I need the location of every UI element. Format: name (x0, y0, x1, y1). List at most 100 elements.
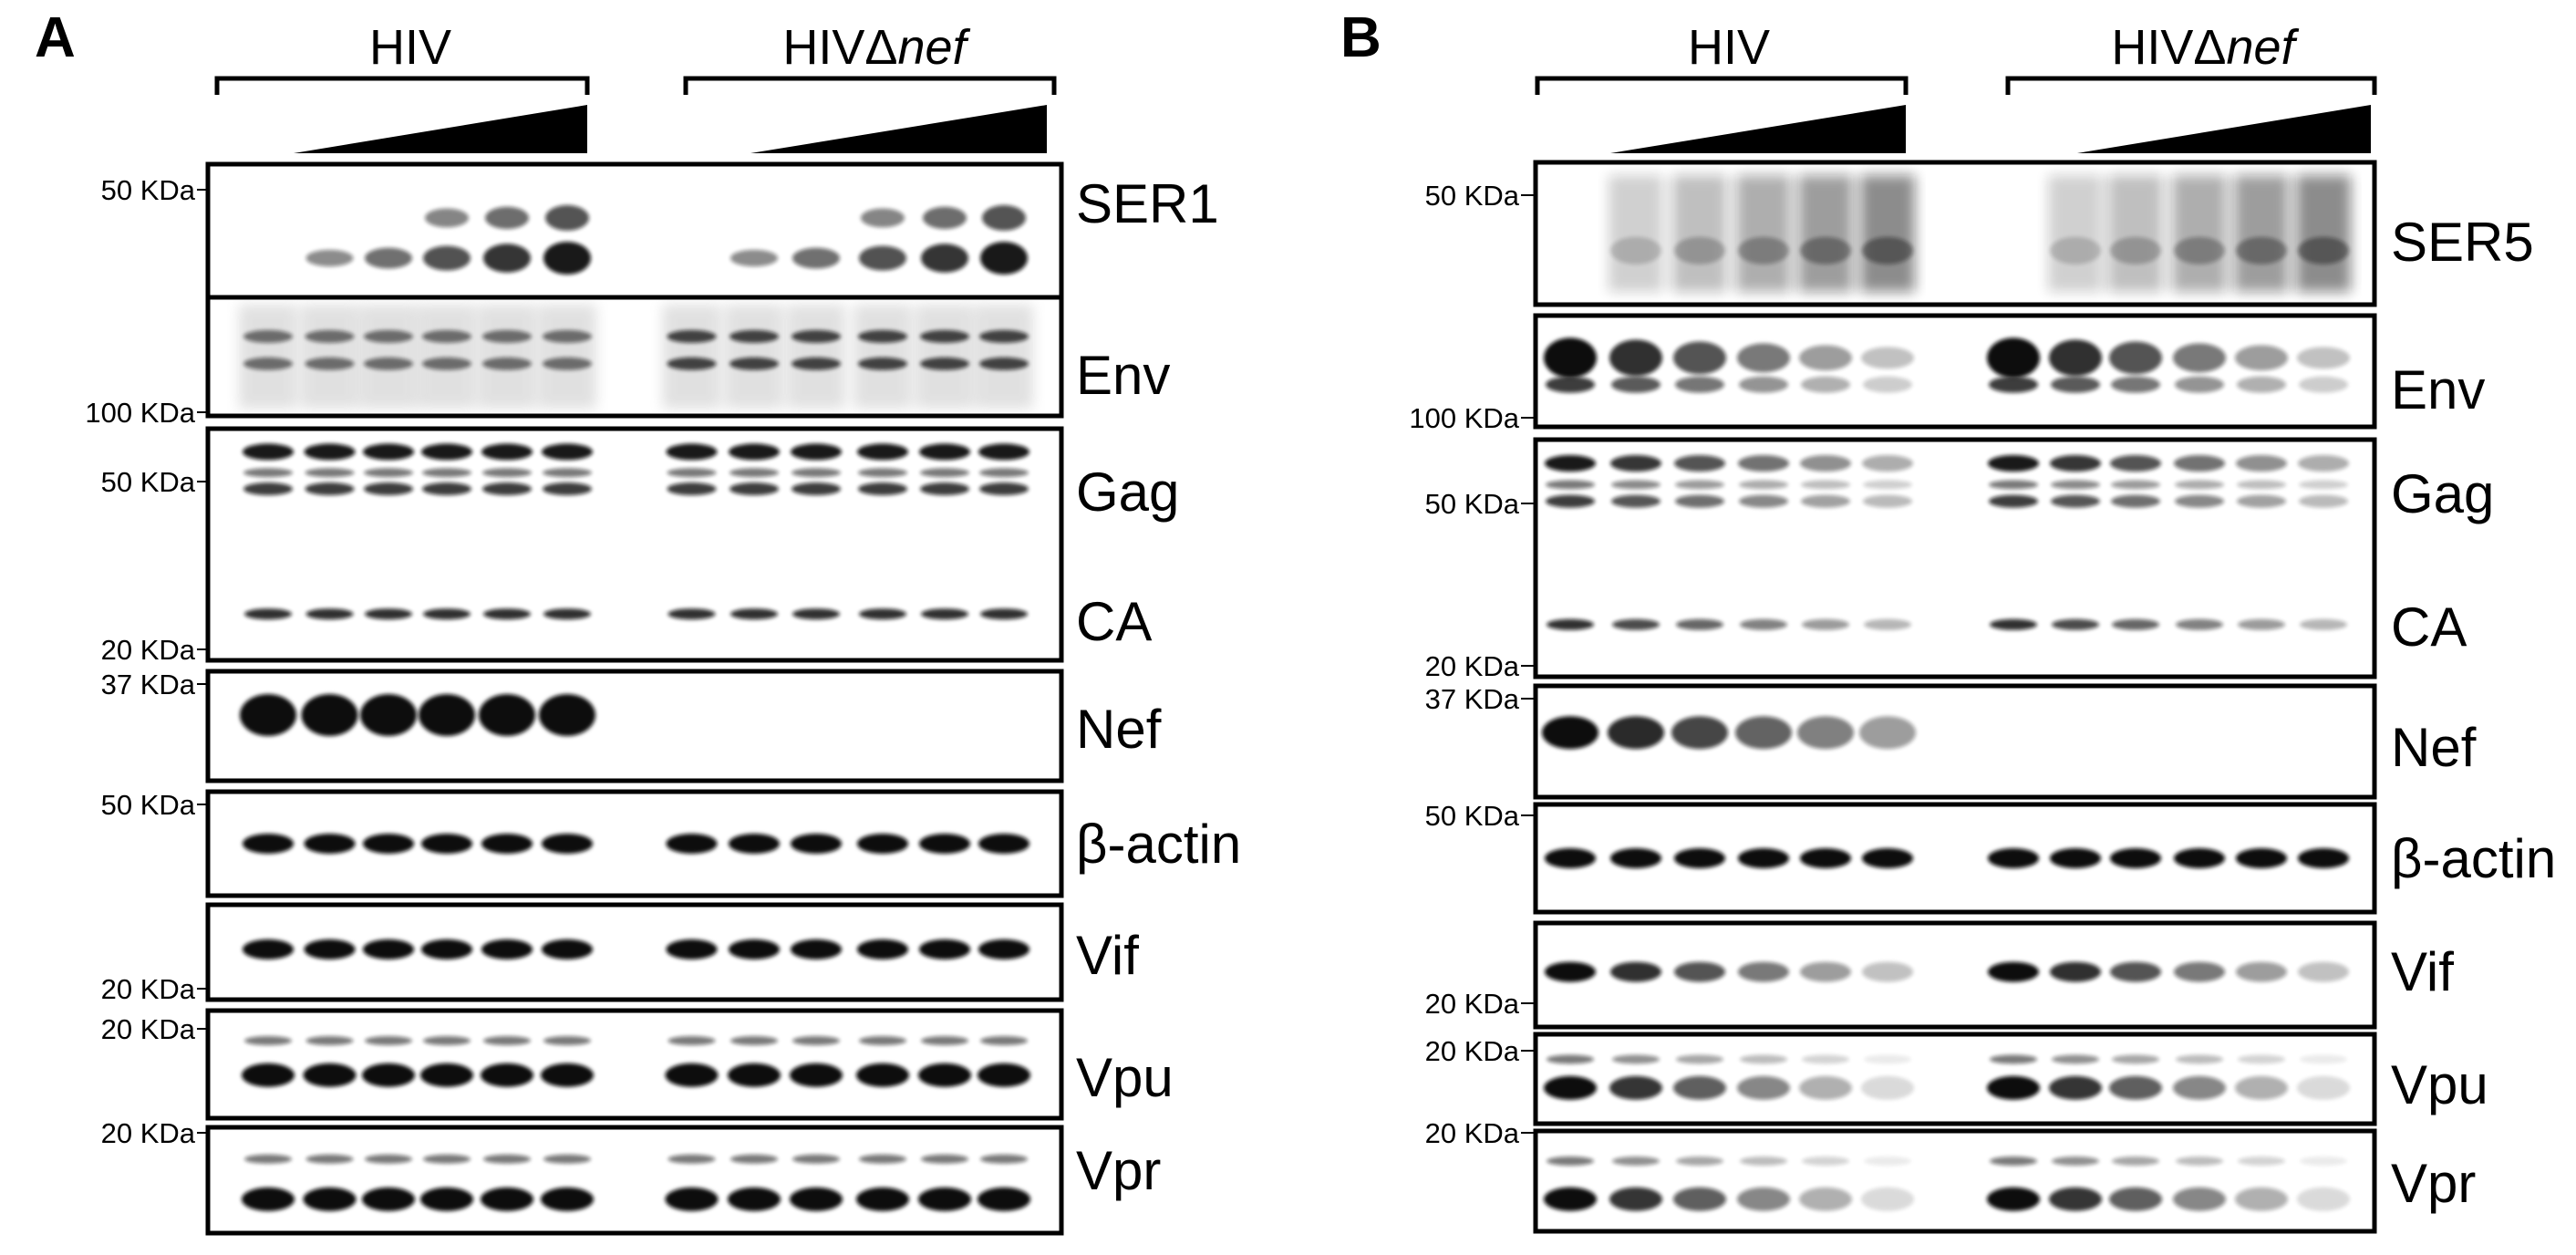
band-gag-2 (2299, 480, 2348, 490)
band-gag-2 (667, 468, 717, 478)
band-gag (1674, 455, 1725, 472)
blot-gag: 50 KDa 20 KDa Gag CA (101, 426, 1179, 666)
band (2175, 376, 2224, 393)
band (1671, 716, 1728, 750)
band (792, 247, 840, 269)
band (1611, 376, 1660, 393)
bands (1542, 716, 1916, 750)
band (305, 329, 355, 343)
band-upper (2112, 1054, 2159, 1064)
mw-marker: 20 KDa (101, 1013, 196, 1045)
blot-frame (1533, 1032, 2377, 1126)
band-ca (423, 608, 471, 620)
band-upper (543, 1154, 591, 1164)
band (543, 329, 592, 343)
band-gag-2 (1989, 480, 2038, 490)
band (978, 1187, 1030, 1211)
band (2049, 339, 2102, 377)
band-upper (1547, 1054, 1594, 1064)
band (1546, 376, 1595, 393)
band (729, 834, 780, 854)
band-gag-2 (1863, 480, 1912, 490)
band (1801, 376, 1850, 393)
band-gag-2 (1675, 480, 1724, 490)
smear (538, 305, 596, 409)
band-ca (2300, 618, 2347, 630)
smear (2234, 175, 2289, 292)
band-upper (859, 1036, 906, 1046)
blot-frame (205, 902, 1064, 1002)
mw-marker: 50 KDa (1425, 800, 1520, 832)
band (667, 357, 717, 370)
band-ca (483, 608, 531, 620)
band (2173, 1075, 2226, 1100)
panel-a: A HIV HIVΔnef 50 KDa SER1 100 KDa Env 50 KDa 20 … (35, 6, 1241, 1236)
smear (787, 305, 845, 409)
band (243, 939, 294, 959)
bands (242, 1154, 1030, 1211)
band (2110, 848, 2161, 868)
band-gag (304, 443, 356, 461)
band (363, 939, 414, 959)
bands (242, 1036, 1030, 1087)
band-upper (1740, 1054, 1787, 1064)
band (1673, 1075, 1726, 1100)
smear (975, 305, 1033, 409)
protein-label: Gag (2391, 463, 2494, 524)
bands (243, 443, 1029, 620)
band (2235, 345, 2288, 371)
band (1862, 848, 1913, 868)
bands (1609, 175, 2351, 292)
band-gag-2 (1739, 480, 1788, 490)
band (919, 834, 970, 854)
band (1544, 1187, 1597, 1211)
mw-marker: 100 KDa (1409, 402, 1519, 434)
band (1610, 236, 1661, 264)
lane-group: HIVΔnef (683, 20, 1057, 153)
band-ca (543, 608, 591, 620)
blot-frame (205, 1125, 1064, 1236)
group-bracket (214, 76, 590, 95)
band-upper (483, 1154, 531, 1164)
dose-gradient-triangle (1610, 105, 1906, 153)
band-upper (425, 208, 469, 228)
band-upper (859, 1154, 906, 1164)
band-gag-2 (543, 468, 592, 478)
band-ca (792, 608, 840, 620)
band (729, 939, 780, 959)
panel-b: B HIV HIVΔnef 50 KDa SER5 100 KDa Env 50 KDa 20 … (1340, 6, 2556, 1234)
smear (1609, 175, 1663, 292)
bands (243, 834, 1029, 854)
band-ca (305, 608, 354, 620)
band (365, 247, 412, 269)
band (979, 329, 1029, 343)
band-gag-2 (2175, 480, 2224, 490)
smear (2108, 175, 2163, 292)
band-upper (923, 206, 967, 230)
band-gag (2174, 455, 2225, 472)
band (1799, 345, 1852, 371)
bands (1545, 961, 2349, 982)
smear (239, 305, 297, 409)
band (1987, 337, 2040, 379)
blot-vif: 20 KDa Vif (1425, 920, 2454, 1030)
band (856, 1063, 909, 1087)
band (1674, 848, 1725, 868)
band-gag-2 (2237, 480, 2286, 490)
band (1861, 1187, 1914, 1211)
bands (305, 204, 1028, 275)
blot-frame (1533, 313, 2377, 430)
blot-vpr: 20 KDa Vpr (1425, 1117, 2476, 1234)
band (2236, 236, 2287, 264)
blot-env: 100 KDa Env (1409, 313, 2485, 434)
band-upper (365, 1154, 412, 1164)
band-upper (1676, 1054, 1723, 1064)
bands (1545, 455, 2349, 630)
band (243, 834, 294, 854)
band (1797, 716, 1854, 750)
blot-vif: 20 KDa Vif (101, 902, 1139, 1005)
group-label: HIV (369, 20, 451, 75)
band-upper (921, 1154, 968, 1164)
band (1737, 343, 1790, 373)
band (790, 1063, 843, 1087)
